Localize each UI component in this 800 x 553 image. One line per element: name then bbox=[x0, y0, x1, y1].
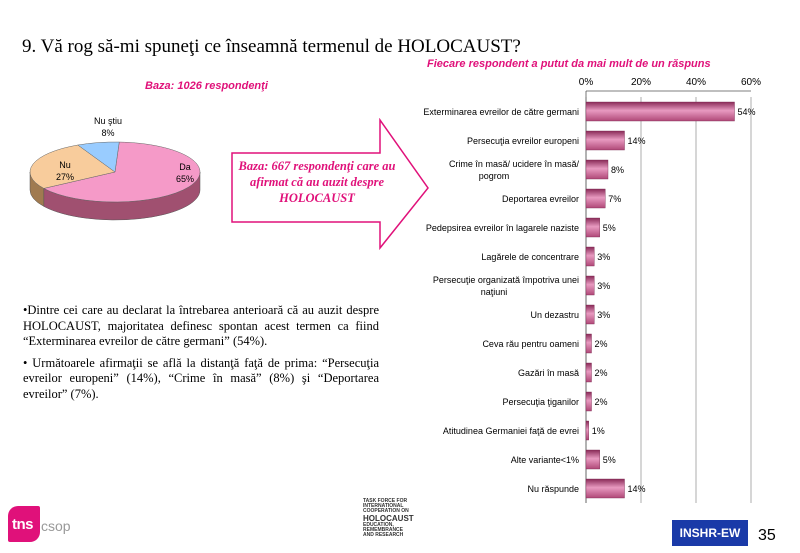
bar-value-label: 54% bbox=[738, 107, 756, 117]
arrow-base-text: Baza: 667 respondenţi care au afirmat că… bbox=[238, 159, 396, 205]
category-label: Gazări în masă bbox=[518, 368, 579, 378]
pie-label-2: 8% bbox=[101, 128, 114, 138]
bar-value-label: 3% bbox=[597, 252, 610, 262]
bar-value-label: 3% bbox=[597, 310, 610, 320]
bar-value-label: 1% bbox=[592, 426, 605, 436]
summary-paragraph-1: •Dintre cei care au declarat la întrebar… bbox=[23, 303, 379, 348]
category-label: naţiuni bbox=[481, 287, 508, 297]
arrow-shape bbox=[231, 118, 429, 251]
pie-slice-2 bbox=[77, 141, 120, 173]
bar bbox=[585, 391, 592, 412]
category-label: Exterminarea evreilor de către germani bbox=[423, 107, 579, 117]
pie-label-0: 65% bbox=[176, 174, 194, 184]
category-label: Persecuţie organizată împotriva unei bbox=[433, 275, 579, 285]
bar bbox=[585, 362, 592, 383]
summary-paragraph-2: • Următoarele afirmaţii se află la dista… bbox=[23, 355, 379, 401]
tns-logo: tns bbox=[8, 506, 40, 542]
page-title: 9. Vă rog să-mi spuneţi ce înseamnă term… bbox=[22, 36, 521, 57]
category-label: Ceva rău pentru oameni bbox=[482, 339, 579, 349]
category-label: Nu răspunde bbox=[527, 484, 579, 494]
bar bbox=[585, 275, 595, 296]
multi-answer-note: Fiecare respondent a putut da mai mult d… bbox=[427, 58, 711, 70]
bar-value-label: 14% bbox=[628, 484, 646, 494]
pie-slice-1 bbox=[29, 144, 116, 189]
category-label: Alte variante<1% bbox=[511, 455, 579, 465]
bar bbox=[585, 246, 595, 267]
bar bbox=[585, 188, 606, 209]
bar bbox=[585, 420, 589, 441]
summary-text: •Dintre cei care au declarat la întrebar… bbox=[23, 303, 379, 408]
bar bbox=[585, 304, 595, 325]
category-label: pogrom bbox=[479, 171, 510, 181]
bar-value-label: 2% bbox=[595, 339, 608, 349]
bar-value-label: 5% bbox=[603, 223, 616, 233]
page-number: 35 bbox=[758, 527, 776, 544]
pie-label-0: Da bbox=[179, 162, 191, 172]
x-tick-label: 40% bbox=[686, 77, 706, 88]
bar-value-label: 14% bbox=[628, 136, 646, 146]
taskforce-logo: TASK FORCE FOR INTERNATIONAL COOPERATION… bbox=[363, 498, 414, 539]
bar-value-label: 7% bbox=[608, 194, 621, 204]
bar-value-label: 3% bbox=[597, 281, 610, 291]
insh-badge: INSHR-EW bbox=[672, 520, 748, 546]
bar bbox=[585, 478, 625, 499]
x-tick-label: 20% bbox=[631, 77, 651, 88]
pie-base-label: Baza: 1026 respondenţi bbox=[145, 80, 268, 92]
csop-logo-text: csop bbox=[41, 518, 71, 534]
category-label: Crime în masă/ ucidere în masă/ bbox=[449, 159, 580, 169]
bar bbox=[585, 101, 735, 122]
category-label: Atitudinea Germaniei faţă de evrei bbox=[443, 426, 579, 436]
x-tick-label: 0% bbox=[579, 77, 594, 88]
bar-value-label: 2% bbox=[595, 397, 608, 407]
category-label: Persecuţia ţiganilor bbox=[502, 397, 579, 407]
pie-label-2: Nu ştiu bbox=[94, 116, 122, 126]
category-label: Persecuţia evreilor europeni bbox=[467, 136, 579, 146]
category-label: Un dezastru bbox=[530, 310, 579, 320]
category-label: Deportarea evreilor bbox=[502, 194, 579, 204]
bar bbox=[585, 449, 600, 470]
bar-value-label: 5% bbox=[603, 455, 616, 465]
bar bbox=[585, 130, 625, 151]
bar bbox=[585, 159, 609, 180]
bar bbox=[585, 333, 592, 354]
category-label: Pedepsirea evreilor în lagarele naziste bbox=[426, 223, 579, 233]
x-tick-label: 60% bbox=[741, 77, 761, 88]
pie-chart: Da 65% Nu 27% Nu ştiu 8% bbox=[29, 116, 201, 221]
category-label: Lagărele de concentrare bbox=[481, 252, 579, 262]
pie-label-1: Nu bbox=[59, 160, 71, 170]
bar-value-label: 2% bbox=[595, 368, 608, 378]
bar bbox=[585, 217, 600, 238]
pie-slice-0 bbox=[43, 141, 201, 203]
pie-label-1: 27% bbox=[56, 172, 74, 182]
bar-value-label: 8% bbox=[611, 165, 624, 175]
